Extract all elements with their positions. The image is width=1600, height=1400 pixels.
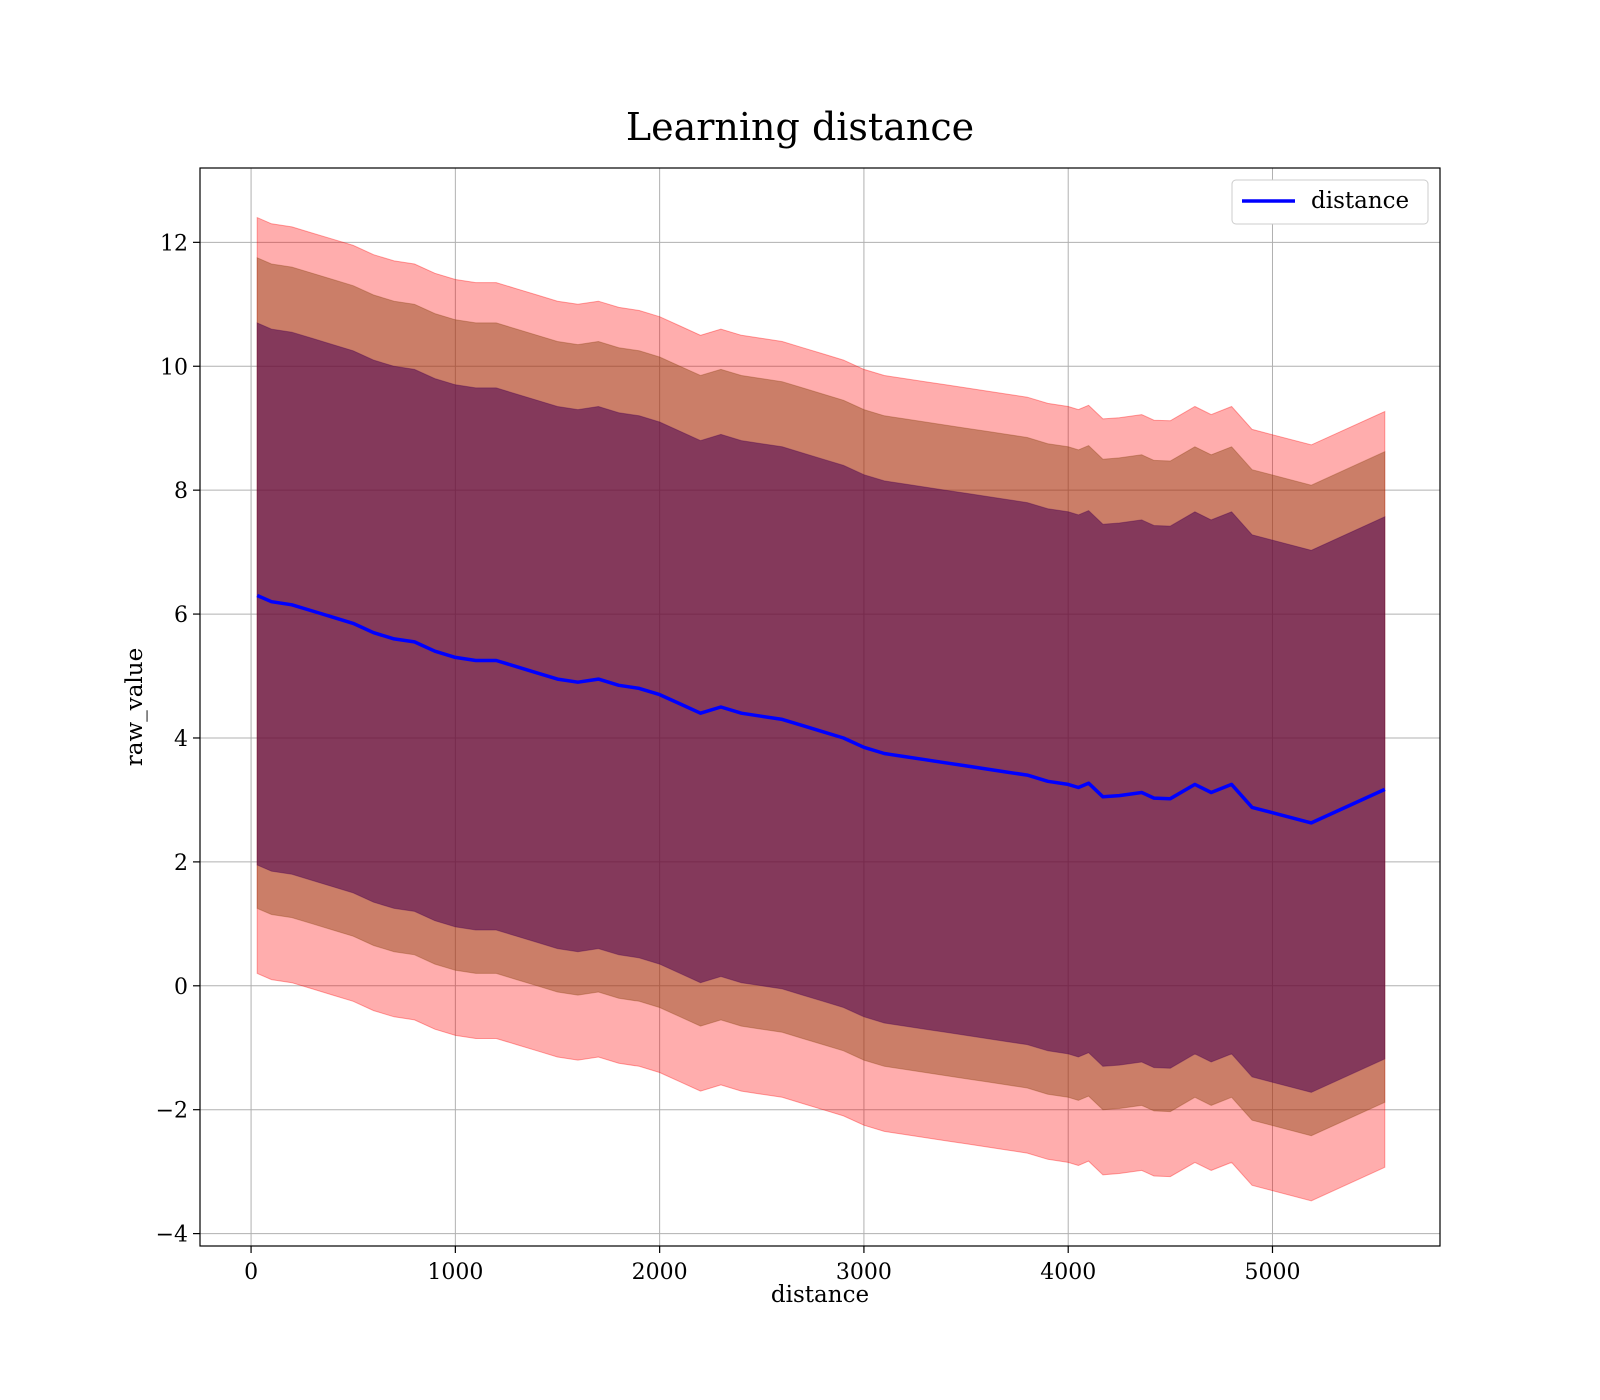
y-tick-label: 2 — [174, 851, 188, 876]
y-tick-label: −4 — [156, 1223, 188, 1248]
plot-frame — [199, 167, 1441, 1247]
axis-ticks: 0 1000 2000 3000 4000 5000 −4 −2 0 2 4 6 8 10 12 — [156, 231, 1301, 1285]
band-1sigma — [256, 322, 1386, 1093]
y-tick-label: 0 — [174, 975, 188, 1000]
legend: distance — [1231, 179, 1429, 225]
confidence-bands — [256, 216, 1386, 1202]
y-tick-label: 6 — [174, 603, 188, 628]
y-tick-label: −2 — [156, 1099, 188, 1124]
legend-label: distance — [1311, 188, 1409, 214]
chart-title: Learning distance — [626, 105, 974, 149]
x-tick-label: 3000 — [836, 1260, 892, 1285]
series-lines — [256, 593, 1386, 825]
x-tick-label: 4000 — [1040, 1260, 1096, 1285]
y-tick-label: 8 — [174, 479, 188, 504]
x-tick-label: 1000 — [427, 1260, 483, 1285]
y-tick-label: 12 — [160, 231, 188, 256]
legend-box — [1231, 179, 1429, 225]
y-axis-label: raw_value — [122, 648, 148, 766]
series-line-distance — [256, 593, 1386, 825]
x-axis-label: distance — [771, 1282, 869, 1308]
y-tick-label: 10 — [160, 355, 188, 380]
x-tick-label: 0 — [244, 1260, 258, 1285]
x-tick-label: 5000 — [1244, 1260, 1300, 1285]
x-tick-label: 2000 — [632, 1260, 688, 1285]
y-tick-label: 4 — [174, 727, 188, 752]
